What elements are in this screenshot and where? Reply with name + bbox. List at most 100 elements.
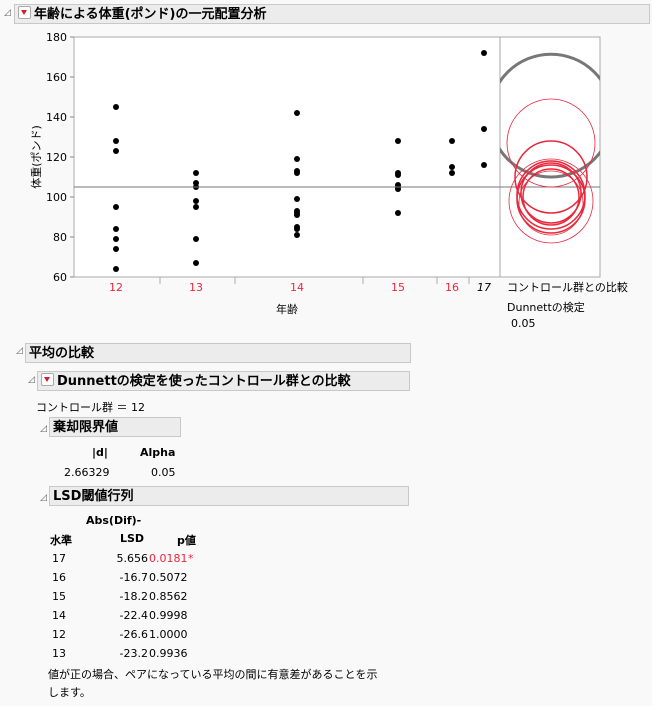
data-point bbox=[395, 172, 401, 178]
report-title: 年齢による体重(ポンド)の一元配置分析 bbox=[34, 7, 267, 22]
lsd-level: 17 bbox=[52, 552, 66, 565]
collapse-icon[interactable]: ◿ bbox=[28, 375, 35, 385]
crit-title: 棄却限界値 bbox=[53, 420, 119, 435]
data-point bbox=[481, 126, 487, 132]
comparison-circle bbox=[518, 170, 584, 236]
data-point bbox=[113, 104, 119, 110]
collapse-icon[interactable]: ◿ bbox=[40, 424, 47, 434]
lsd-value: -16.7 bbox=[119, 571, 148, 584]
data-point bbox=[449, 138, 455, 144]
data-point bbox=[294, 196, 300, 202]
lsd-col-level: 水準 bbox=[50, 534, 72, 547]
p-value: 0.9936 bbox=[149, 647, 188, 660]
circle-panel bbox=[499, 36, 601, 278]
data-point bbox=[193, 236, 199, 242]
data-point bbox=[193, 198, 199, 204]
lsd-value: -26.6 bbox=[119, 628, 148, 641]
data-point bbox=[193, 260, 199, 266]
comparison-circle bbox=[506, 98, 596, 188]
data-point bbox=[449, 170, 455, 176]
data-point bbox=[113, 266, 119, 272]
comparison-circle bbox=[508, 158, 594, 244]
x-tick-label: 15 bbox=[391, 281, 405, 294]
y-tick-label: 180 bbox=[46, 31, 67, 44]
lsd-value: -18.2 bbox=[119, 590, 148, 603]
crit-header[interactable]: 棄却限界値 bbox=[49, 417, 181, 437]
collapse-icon[interactable]: ◿ bbox=[16, 346, 23, 356]
p-value: 1.0000 bbox=[149, 628, 188, 641]
comparison-circle bbox=[514, 140, 588, 214]
x-tick-label: 13 bbox=[189, 281, 203, 294]
lsd-level: 14 bbox=[52, 609, 66, 622]
data-point bbox=[193, 204, 199, 210]
comparison-circle-control bbox=[500, 52, 600, 179]
lsd-note-cont: します。 bbox=[48, 686, 91, 699]
y-tick-label: 80 bbox=[53, 231, 67, 244]
data-point bbox=[193, 170, 199, 176]
data-point bbox=[294, 212, 300, 218]
circle-test: Dunnettの検定 bbox=[507, 301, 585, 314]
lsd-value: 5.656 bbox=[116, 552, 149, 565]
comparison-circle bbox=[522, 168, 580, 226]
means-title: 平均の比較 bbox=[29, 346, 95, 361]
comparison-circle bbox=[520, 162, 582, 224]
x-tick-label: 14 bbox=[290, 281, 304, 294]
lsd-col-p: p値 bbox=[177, 534, 196, 547]
lsd-level: 15 bbox=[52, 590, 66, 603]
y-tick-label: 60 bbox=[53, 271, 67, 284]
crit-header-alpha: Alpha bbox=[140, 446, 176, 459]
y-tick-label: 160 bbox=[46, 71, 67, 84]
data-point bbox=[113, 148, 119, 154]
dunnett-header[interactable]: Dunnettの検定を使ったコントロール群との比較 bbox=[37, 371, 410, 391]
p-value: 0.8562 bbox=[149, 590, 188, 603]
data-point bbox=[294, 232, 300, 238]
y-tick-label: 140 bbox=[46, 111, 67, 124]
collapse-icon[interactable]: ◿ bbox=[4, 8, 11, 18]
data-point bbox=[481, 162, 487, 168]
data-point bbox=[481, 50, 487, 56]
lsd-level: 16 bbox=[52, 571, 66, 584]
data-point bbox=[395, 138, 401, 144]
means-header[interactable]: 平均の比較 bbox=[25, 343, 411, 363]
lsd-level: 12 bbox=[52, 628, 66, 641]
oneway-header[interactable]: 年齢による体重(ポンド)の一元配置分析 bbox=[14, 4, 650, 24]
y-tick-label: 100 bbox=[46, 191, 67, 204]
data-point bbox=[294, 226, 300, 232]
y-axis-label: 体重(ポンド) bbox=[29, 125, 43, 189]
circle-label: コントロール群との比較 bbox=[507, 281, 628, 294]
data-point bbox=[113, 226, 119, 232]
y-tick-label: 120 bbox=[46, 151, 67, 164]
lsd-level: 13 bbox=[52, 647, 66, 660]
comparison-circle bbox=[516, 164, 586, 234]
x-tick-label: 17 bbox=[477, 281, 491, 294]
lsd-note: 値が正の場合、ペアになっている平均の間に有意差があることを示 bbox=[48, 668, 378, 681]
control-group: コントロール群 ＝ 12 bbox=[36, 401, 145, 414]
crit-alpha-value: 0.05 bbox=[151, 466, 176, 479]
lsd-col-abs: Abs(Dif)- bbox=[86, 514, 142, 527]
plot-frame bbox=[73, 36, 501, 278]
oneway-plot: 60 80 100 120 140 160 180 12 13 14 15 16 17 年齢 体重(ポンド) bbox=[29, 31, 601, 316]
data-point bbox=[294, 170, 300, 176]
circle-alpha: 0.05 bbox=[511, 317, 536, 330]
lsd-header[interactable]: LSD閾値行列 bbox=[49, 486, 409, 506]
data-point bbox=[113, 138, 119, 144]
lsd-value: -23.2 bbox=[119, 647, 148, 660]
red-triangle-menu-icon[interactable] bbox=[41, 373, 54, 386]
lsd-col-lsd: LSD bbox=[120, 532, 145, 545]
p-value: 0.5072 bbox=[149, 571, 188, 584]
red-triangle-menu-icon[interactable] bbox=[18, 6, 31, 19]
data-point bbox=[395, 210, 401, 216]
x-axis-label: 年齢 bbox=[276, 302, 298, 316]
lsd-value: -22.4 bbox=[119, 609, 148, 622]
data-point bbox=[294, 156, 300, 162]
p-value: 0.9998 bbox=[149, 609, 188, 622]
data-point bbox=[449, 164, 455, 170]
data-point bbox=[294, 110, 300, 116]
data-point bbox=[113, 236, 119, 242]
crit-header-d: |d| bbox=[92, 446, 108, 459]
data-point bbox=[113, 204, 119, 210]
collapse-icon[interactable]: ◿ bbox=[40, 493, 47, 503]
x-tick-label: 12 bbox=[109, 281, 123, 294]
crit-d-value: 2.66329 bbox=[64, 466, 110, 479]
dunnett-title: Dunnettの検定を使ったコントロール群との比較 bbox=[57, 374, 351, 389]
